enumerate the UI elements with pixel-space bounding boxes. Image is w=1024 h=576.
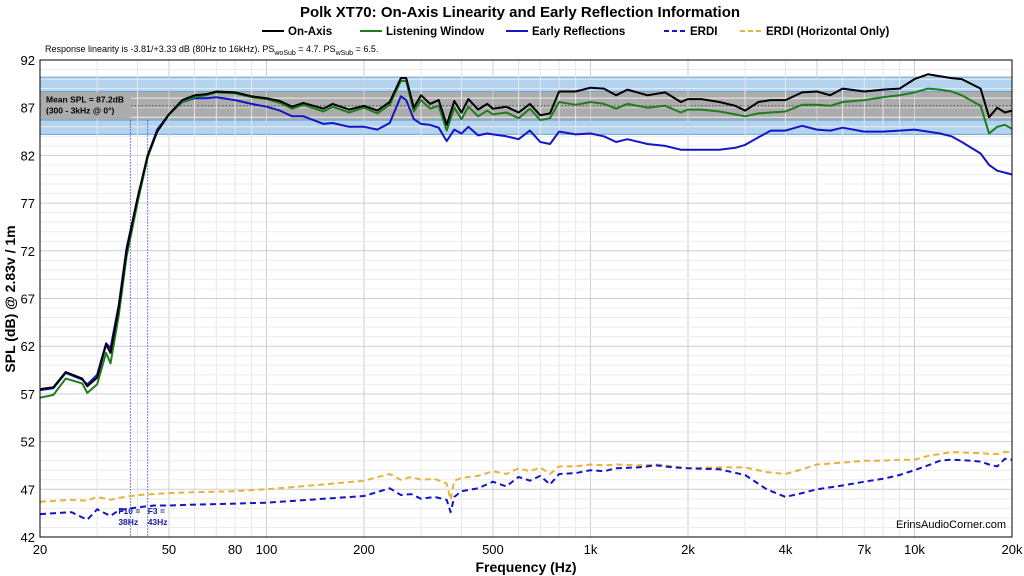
x-tick-label: 10k xyxy=(904,542,925,557)
series-lines xyxy=(39,73,1013,521)
x-tick-label: 4k xyxy=(779,542,793,557)
marker-value: 43Hz xyxy=(148,517,168,527)
y-tick-label: 67 xyxy=(21,292,35,307)
frequency-markers: F10 =38Hz F3 =43Hz xyxy=(118,120,168,537)
plot-frame xyxy=(39,59,1013,538)
mean-label-bg xyxy=(41,92,131,120)
legend-entry: ERDI xyxy=(690,26,717,38)
y-tick-label: 87 xyxy=(21,101,35,116)
x-tick-label: 100 xyxy=(256,542,278,557)
legend-entry: Early Reflections xyxy=(532,26,625,38)
y-tick-label: 62 xyxy=(21,339,35,354)
series-line-on-axis xyxy=(39,73,1013,391)
series-line-erdi-horizontal-only xyxy=(39,451,1012,503)
legend-entry: ERDI (Horizontal Only) xyxy=(766,26,889,38)
y-axis-ticks: 42 47 52 57 62 67 72 77 82 87 92 xyxy=(21,53,35,545)
annotation-linearity: Response linearity is -3.81/+3.33 dB (80… xyxy=(45,44,378,57)
y-tick-label: 57 xyxy=(21,387,35,402)
watermark: ErinsAudioCorner.com xyxy=(896,519,1006,531)
marker-label: F10 = xyxy=(118,506,140,516)
marker-label: F3 = xyxy=(148,506,165,516)
x-tick-label: 80 xyxy=(228,542,242,557)
x-tick-label: 20k xyxy=(1002,542,1023,557)
x-tick-label: 2k xyxy=(681,542,695,557)
y-tick-label: 77 xyxy=(21,196,35,211)
mean-spl-range: (300 - 3kHz @ 0°) xyxy=(46,105,115,115)
mean-spl-text: Mean SPL = 87.2dB xyxy=(46,94,124,104)
x-axis-ticks: 20 50 80 100 200 500 1k 2k 4k 7k 10k 20k xyxy=(33,542,1023,557)
y-axis-label: SPL (dB) @ 2.83v / 1m xyxy=(2,225,18,372)
x-axis-label: Frequency (Hz) xyxy=(475,559,576,575)
legend: On-Axis Listening Window Early Reflections… xyxy=(262,26,889,38)
y-tick-label: 52 xyxy=(21,435,35,450)
marker-value: 38Hz xyxy=(118,517,138,527)
y-tick-label: 72 xyxy=(21,244,35,259)
mean-spl-label: Mean SPL = 87.2dB(300 - 3kHz @ 0°) xyxy=(41,92,131,120)
chart-title: Polk XT70: On-Axis Linearity and Early R… xyxy=(300,4,740,21)
x-tick-label: 50 xyxy=(162,542,176,557)
y-tick-label: 47 xyxy=(21,482,35,497)
x-tick-label: 20 xyxy=(33,542,47,557)
x-tick-label: 1k xyxy=(584,542,598,557)
series-line-erdi xyxy=(39,457,1013,521)
y-tick-label: 82 xyxy=(21,148,35,163)
x-tick-label: 500 xyxy=(482,542,504,557)
x-tick-label: 7k xyxy=(857,542,871,557)
x-tick-label: 200 xyxy=(353,542,375,557)
y-tick-label: 92 xyxy=(21,53,35,68)
legend-entry: Listening Window xyxy=(386,26,484,38)
legend-entry: On-Axis xyxy=(288,26,332,38)
y-tick-label: 42 xyxy=(21,530,35,545)
